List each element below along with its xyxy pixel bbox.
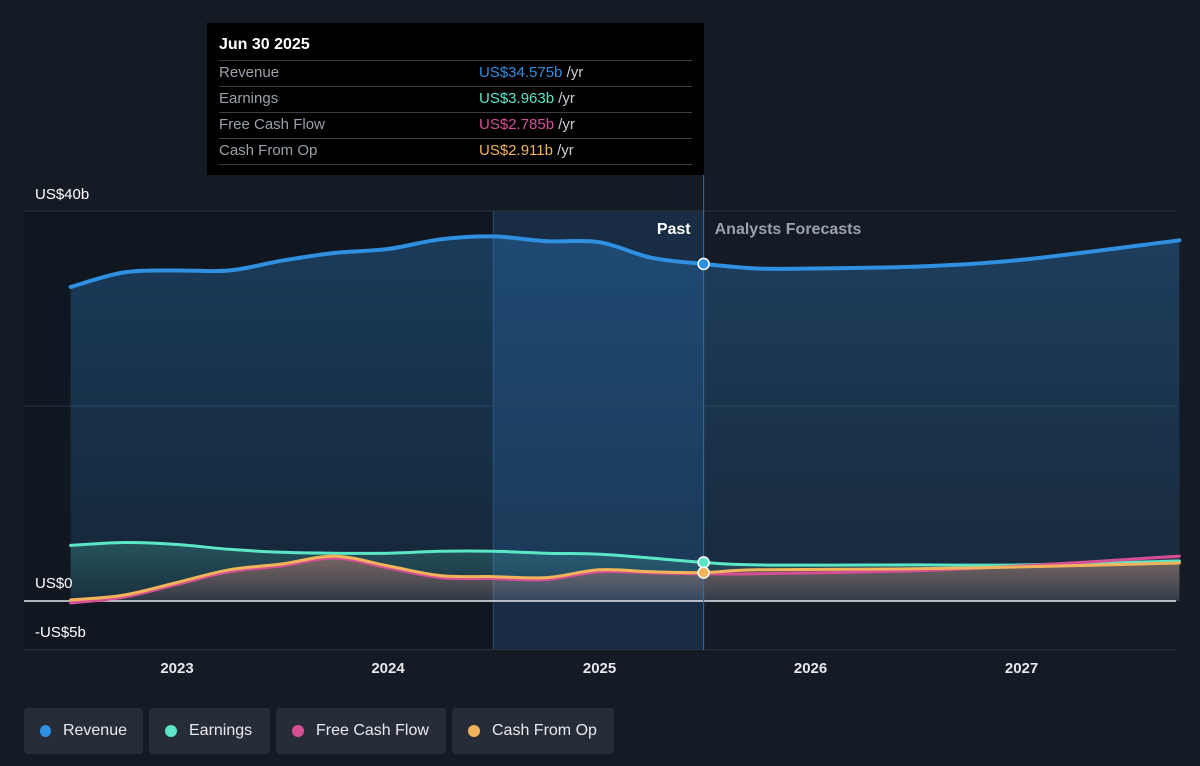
tooltip-unit: /yr bbox=[558, 90, 575, 107]
tooltip-row-free-cash-flow: Free Cash Flow US$2.785b /yr bbox=[219, 112, 692, 138]
tooltip-value: US$34.575b bbox=[479, 64, 563, 81]
tooltip-value-wrap: US$34.575b /yr bbox=[479, 61, 583, 85]
legend-item-free-cash-flow[interactable]: Free Cash Flow bbox=[276, 708, 446, 754]
legend-dot-icon bbox=[165, 725, 177, 737]
line-revenue bbox=[68, 234, 1182, 289]
legend-dot-icon bbox=[292, 725, 304, 737]
tooltip-label: Free Cash Flow bbox=[219, 116, 325, 133]
x-tick-label: 2025 bbox=[583, 660, 616, 677]
tooltip-label: Revenue bbox=[219, 64, 280, 81]
tooltip-value-wrap: US$2.911b /yr bbox=[479, 139, 574, 163]
tooltip-label: Cash From Op bbox=[219, 142, 318, 159]
marker-earnings bbox=[697, 556, 710, 569]
tooltip-value-wrap: US$2.785b /yr bbox=[479, 113, 575, 137]
marker-cash-from-op bbox=[697, 566, 710, 579]
area-revenue bbox=[70, 236, 1180, 602]
y-tick-label: US$40b bbox=[35, 186, 89, 203]
x-tick-label: 2026 bbox=[794, 660, 827, 677]
tooltip-label: Earnings bbox=[219, 90, 279, 107]
y-tick-label: -US$5b bbox=[35, 624, 86, 641]
marker-revenue bbox=[697, 257, 710, 271]
tooltip-row-earnings: Earnings US$3.963b /yr bbox=[219, 86, 692, 112]
tooltip-unit: /yr bbox=[566, 64, 584, 81]
legend-label: Free Cash Flow bbox=[316, 722, 429, 739]
legend-item-earnings[interactable]: Earnings bbox=[149, 708, 270, 754]
tooltip-unit: /yr bbox=[557, 142, 574, 159]
legend-label: Cash From Op bbox=[492, 722, 597, 739]
legend-dot-icon bbox=[468, 725, 480, 737]
legend-item-revenue[interactable]: Revenue bbox=[24, 708, 143, 754]
tooltip-value: US$3.963b bbox=[479, 90, 555, 107]
legend-label: Earnings bbox=[189, 722, 253, 739]
x-tick-label: 2023 bbox=[160, 660, 193, 677]
legend: Revenue Earnings Free Cash Flow Cash Fro… bbox=[24, 708, 614, 754]
tooltip: Jun 30 2025 Revenue US$34.575b /yr Earni… bbox=[207, 23, 704, 175]
legend-dot-icon bbox=[40, 725, 51, 737]
tooltip-row-cash-from-op: Cash From Op US$2.911b /yr bbox=[219, 138, 692, 165]
legend-item-cash-from-op[interactable]: Cash From Op bbox=[452, 708, 614, 754]
forecast-label: Analysts Forecasts bbox=[715, 221, 862, 238]
line-earnings bbox=[69, 540, 1181, 567]
tooltip-date: Jun 30 2025 bbox=[219, 36, 310, 53]
tooltip-value-wrap: US$3.963b /yr bbox=[479, 87, 575, 111]
legend-label: Revenue bbox=[62, 722, 127, 739]
tooltip-unit: /yr bbox=[558, 116, 575, 133]
x-tick-label: 2024 bbox=[371, 660, 405, 677]
line-free-cash-flow bbox=[69, 554, 1181, 605]
tooltip-value: US$2.785b bbox=[479, 116, 555, 133]
line-cash-from-op bbox=[69, 554, 1181, 602]
tooltip-value: US$2.911b bbox=[479, 142, 553, 159]
area-cash-from-op bbox=[70, 556, 1180, 601]
x-tick-label: 2027 bbox=[1005, 660, 1038, 677]
chart: US$40b US$0 -US$5b 2023 2024 2025 2026 2027 Past… bbox=[24, 175, 1182, 677]
tooltip-row-revenue: Revenue US$34.575b /yr bbox=[219, 60, 692, 86]
y-tick-label: US$0 bbox=[35, 575, 73, 592]
past-label: Past bbox=[657, 221, 691, 238]
